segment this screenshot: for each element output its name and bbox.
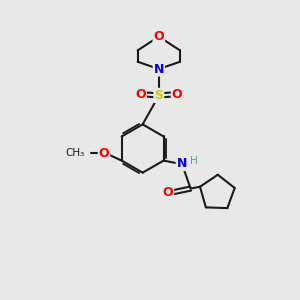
Text: O: O xyxy=(163,187,173,200)
Text: CH₃: CH₃ xyxy=(66,148,85,158)
Text: O: O xyxy=(99,147,110,160)
Text: O: O xyxy=(154,30,164,43)
Text: H: H xyxy=(190,156,198,166)
Text: S: S xyxy=(154,89,163,102)
Text: N: N xyxy=(154,62,164,76)
Text: O: O xyxy=(172,88,182,100)
Text: N: N xyxy=(177,157,187,170)
Text: O: O xyxy=(135,88,146,100)
